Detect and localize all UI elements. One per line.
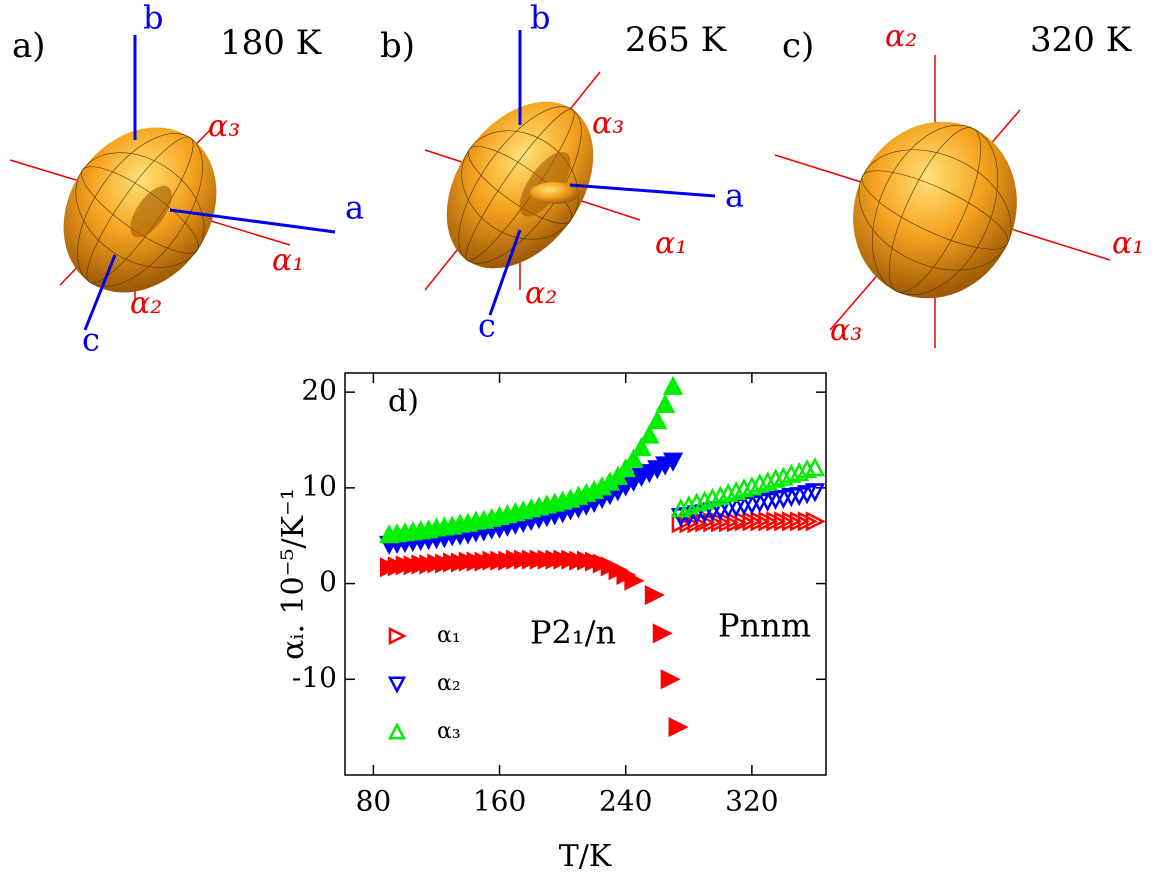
axis-label: α₁ — [272, 243, 304, 278]
point — [615, 458, 636, 478]
plot-frame — [344, 372, 827, 776]
point — [710, 485, 731, 505]
y-tick-label: 20 — [301, 374, 337, 407]
point — [623, 448, 644, 468]
axis-label: α₂ — [130, 286, 162, 321]
axis-label: a — [345, 189, 364, 227]
panel-label: d) — [388, 384, 419, 419]
axis-label: α₂ — [525, 276, 557, 311]
x-axis-label: T/K — [559, 839, 612, 874]
legend-marker — [387, 676, 407, 694]
legend-label: α₁ — [437, 623, 461, 648]
point — [660, 669, 681, 690]
axis-label: a — [725, 177, 744, 215]
axis-label: α₂ — [885, 19, 917, 54]
point — [644, 585, 665, 606]
x-tick-label: 160 — [473, 785, 526, 818]
axis-label: c — [82, 321, 100, 359]
legend-label: α₃ — [437, 719, 461, 744]
point — [789, 461, 810, 481]
point — [631, 436, 652, 457]
axis-label: b — [530, 0, 550, 37]
axis-label: α₁ — [655, 226, 687, 261]
panel-label: a) — [12, 26, 46, 66]
annotation: Pnnm — [718, 607, 811, 645]
point — [804, 457, 826, 477]
annotation: P2₁/n — [530, 614, 616, 652]
y-axis-label: αᵢ. 10⁻⁵/K⁻¹ — [276, 488, 311, 660]
axis-label: α₃ — [592, 106, 624, 141]
point — [773, 466, 794, 486]
point — [678, 495, 699, 515]
axis-label: c — [478, 307, 496, 345]
scatter-chart: d) P2₁/n Pnnm T/K αᵢ. 10⁻⁵/K⁻¹ 80 160 240 3… — [276, 372, 827, 874]
point — [804, 483, 826, 503]
point — [694, 490, 715, 510]
point — [662, 452, 684, 472]
point — [624, 570, 645, 591]
point — [670, 498, 691, 518]
point — [668, 717, 689, 738]
axis-label: α₃ — [208, 109, 240, 144]
panel-label: b) — [380, 26, 415, 66]
y-tick-label: -10 — [292, 661, 337, 694]
point — [805, 511, 826, 532]
point — [757, 471, 778, 491]
x-tick-label: 80 — [356, 785, 392, 818]
legend-label: α₂ — [437, 671, 461, 696]
x-tick-label: 320 — [725, 785, 778, 818]
temperature: 265 K — [625, 20, 727, 60]
panel-a: a) 180 K b a c α₃ α₁ α₂ — [9, 0, 364, 359]
point — [741, 476, 762, 496]
x-tick-label: 240 — [599, 785, 652, 818]
point — [639, 424, 660, 444]
panel-label: c) — [782, 26, 814, 66]
panel-b: b) 265 K b a c α₃ α₁ α₂ — [380, 0, 744, 345]
temperature: 320 K — [1030, 20, 1132, 60]
axis-label: α₃ — [830, 313, 862, 348]
point — [662, 375, 684, 395]
y-tick-label: 0 — [319, 565, 337, 598]
temperature: 180 K — [220, 23, 322, 63]
point — [652, 623, 673, 644]
point — [726, 481, 747, 501]
y-tick-label: 10 — [301, 469, 337, 502]
point — [655, 393, 676, 414]
legend-marker — [388, 626, 407, 646]
panel-c: c) 320 K α₂ α₁ α₃ — [774, 19, 1144, 348]
point — [647, 410, 668, 430]
axis-label: b — [143, 0, 163, 37]
axis-label: α₁ — [1112, 226, 1144, 261]
legend-marker — [387, 722, 407, 740]
